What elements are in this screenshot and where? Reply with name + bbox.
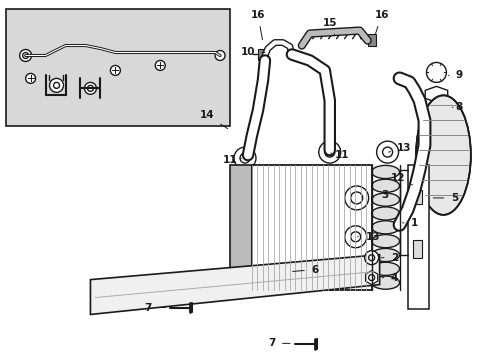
- Text: 13: 13: [357, 232, 379, 242]
- Text: 2: 2: [381, 253, 397, 263]
- Ellipse shape: [415, 95, 470, 215]
- Text: 6: 6: [292, 265, 318, 275]
- Circle shape: [350, 232, 360, 242]
- Text: 16: 16: [250, 10, 264, 40]
- Circle shape: [376, 141, 398, 163]
- Ellipse shape: [371, 165, 399, 179]
- Bar: [6, 9, 229, 126]
- Bar: [229, 165, 251, 289]
- Text: 7: 7: [144, 302, 165, 312]
- Ellipse shape: [371, 207, 399, 220]
- Ellipse shape: [371, 193, 399, 206]
- Circle shape: [110, 66, 120, 75]
- Bar: [251, 165, 371, 289]
- Circle shape: [344, 186, 368, 210]
- Circle shape: [87, 85, 93, 91]
- Circle shape: [22, 53, 29, 58]
- Text: 3: 3: [370, 190, 387, 200]
- Circle shape: [364, 251, 378, 265]
- Ellipse shape: [371, 262, 399, 275]
- Circle shape: [155, 60, 165, 71]
- Text: 13: 13: [388, 143, 411, 153]
- Circle shape: [368, 255, 374, 261]
- Circle shape: [20, 50, 32, 62]
- Ellipse shape: [371, 235, 399, 248]
- Circle shape: [84, 82, 96, 94]
- Circle shape: [215, 50, 224, 60]
- Bar: [412, 190, 422, 204]
- Bar: [412, 240, 422, 258]
- Text: 10: 10: [240, 48, 264, 58]
- Circle shape: [234, 147, 255, 169]
- Circle shape: [25, 73, 36, 84]
- Text: 16: 16: [374, 10, 388, 34]
- Text: 11: 11: [330, 150, 348, 160]
- Polygon shape: [365, 271, 377, 285]
- Text: 7: 7: [268, 338, 289, 348]
- Circle shape: [382, 147, 392, 157]
- Circle shape: [49, 78, 63, 92]
- Circle shape: [426, 62, 446, 82]
- Circle shape: [318, 141, 340, 163]
- Circle shape: [240, 153, 249, 163]
- Text: 15: 15: [322, 18, 336, 36]
- Text: 8: 8: [451, 102, 462, 112]
- Ellipse shape: [371, 179, 399, 192]
- Circle shape: [53, 82, 60, 88]
- Bar: [258, 49, 267, 60]
- Text: 11: 11: [223, 155, 241, 165]
- Text: 4: 4: [382, 273, 397, 283]
- Circle shape: [344, 226, 366, 248]
- Ellipse shape: [371, 276, 399, 289]
- Text: 14: 14: [200, 110, 227, 129]
- Circle shape: [324, 147, 334, 157]
- Polygon shape: [425, 86, 447, 102]
- Bar: [367, 33, 375, 45]
- Text: 12: 12: [389, 173, 412, 185]
- Circle shape: [350, 192, 362, 204]
- Ellipse shape: [371, 248, 399, 262]
- Text: 1: 1: [402, 218, 417, 228]
- Ellipse shape: [371, 221, 399, 234]
- Polygon shape: [407, 165, 428, 310]
- Polygon shape: [90, 255, 379, 315]
- Text: 5: 5: [432, 193, 457, 203]
- Text: 9: 9: [447, 71, 462, 80]
- Circle shape: [368, 275, 374, 280]
